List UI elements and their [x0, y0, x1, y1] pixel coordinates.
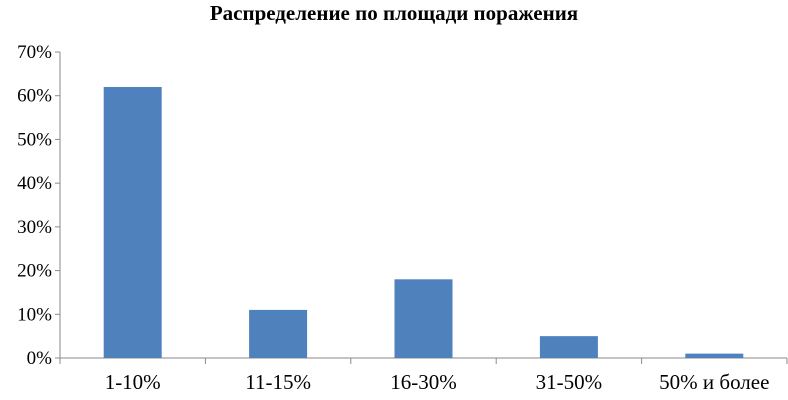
x-category-label: 1-10% — [105, 370, 161, 394]
x-category-label: 11-15% — [245, 370, 311, 394]
y-tick-label: 40% — [17, 173, 52, 194]
x-category-label: 50% и более — [659, 370, 769, 394]
bar — [394, 279, 453, 358]
y-tick-label: 20% — [17, 261, 52, 282]
y-tick-label: 70% — [17, 42, 52, 63]
y-tick-label: 60% — [17, 86, 52, 107]
bar — [685, 353, 744, 358]
y-tick-label: 50% — [17, 129, 52, 150]
y-axis: 0% 10% 20% 30% 40% 50% 60% 70% — [17, 42, 61, 369]
x-category-label: 31-50% — [536, 370, 603, 394]
bar — [539, 336, 598, 358]
x-axis: 1-10% 11-15% 16-30% 31-50% 50% и более — [59, 357, 788, 394]
y-tick-label: 0% — [27, 348, 53, 369]
x-category-label: 16-30% — [390, 370, 457, 394]
bar — [249, 309, 308, 358]
y-tick-label: 10% — [17, 304, 52, 325]
chart-title: Распределение по площади поражения — [210, 1, 578, 25]
y-tick-label: 30% — [17, 217, 52, 238]
bars — [103, 86, 744, 358]
bar — [103, 86, 162, 358]
